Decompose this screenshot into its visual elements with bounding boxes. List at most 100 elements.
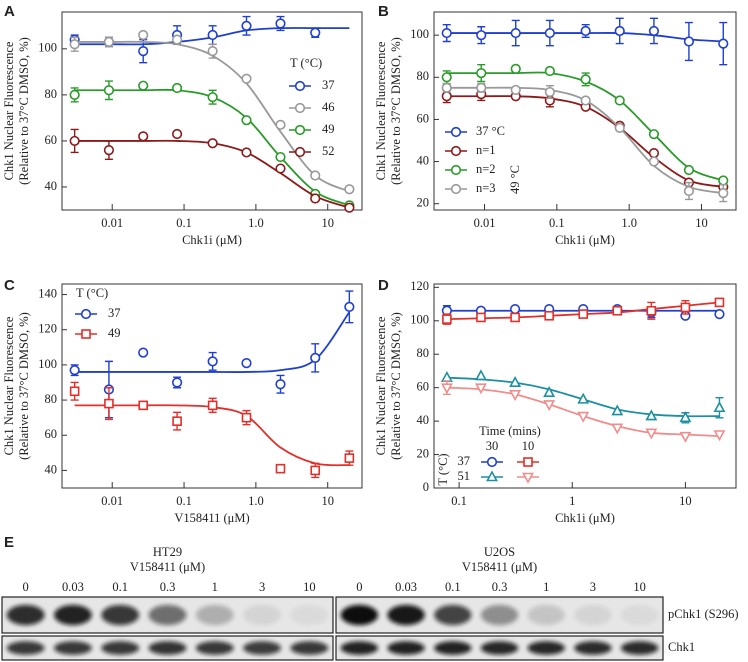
x-tick-label: 0.1 (176, 494, 192, 508)
y-tick-label: 40 (417, 413, 430, 427)
point (679, 431, 692, 443)
point (344, 301, 355, 312)
cell-line: HT29 (153, 545, 182, 559)
plot-frame (433, 283, 737, 489)
point (171, 34, 183, 45)
point (241, 73, 252, 84)
x-axis-label: V158411 (μM) (174, 511, 249, 525)
point (440, 383, 453, 395)
band (387, 641, 425, 655)
point (714, 297, 725, 308)
point (614, 25, 625, 37)
y-axis-label: Chk1 Nuclear Fluorescence (2, 41, 16, 180)
legend-title: T (°C) (76, 286, 108, 300)
y-tick-label: 100 (410, 27, 429, 41)
point (475, 383, 487, 395)
point (310, 170, 321, 181)
panel-label: E (4, 534, 14, 551)
point (645, 409, 658, 421)
band (6, 641, 45, 655)
lane-label: 0.1 (445, 580, 461, 594)
point (580, 74, 591, 85)
y-axis-label: Chk1 Nuclear Fluorescence (374, 316, 388, 455)
band (101, 641, 140, 655)
legend-marker (486, 456, 498, 468)
point (241, 115, 252, 126)
lane-label: 0 (356, 580, 362, 594)
point (275, 119, 286, 130)
x-axis-label: Chk1i (μM) (555, 233, 615, 247)
point (476, 82, 487, 93)
point (441, 27, 452, 39)
point (648, 25, 660, 37)
lane-label: 10 (633, 580, 646, 594)
fit-curve (74, 311, 351, 373)
point (611, 404, 624, 416)
lane-label: 0.3 (160, 580, 176, 594)
row-label: pChk1 (S296) (668, 607, 739, 621)
legend-label: 52 (322, 144, 335, 158)
point (580, 25, 591, 37)
legend-label: 37 °C (476, 124, 505, 138)
x-tick-label: 0.1 (176, 216, 192, 230)
point (680, 302, 691, 313)
x-tick-label: 0.01 (474, 216, 496, 230)
point (510, 312, 520, 323)
point (103, 36, 115, 48)
point (577, 411, 590, 423)
x-tick-label: 1.0 (621, 216, 637, 230)
point (69, 365, 80, 376)
point (103, 85, 115, 96)
point (646, 305, 657, 316)
point (510, 27, 521, 39)
point (344, 184, 355, 195)
legend-marker (294, 146, 306, 158)
band (148, 604, 187, 626)
point (344, 453, 355, 463)
point (207, 356, 218, 367)
point (138, 80, 149, 91)
y-tick-label: 60 (417, 380, 430, 394)
point (138, 131, 149, 142)
point (612, 305, 623, 316)
point (441, 82, 452, 93)
x-tick-label: 1 (569, 494, 575, 508)
x-tick-label: 0.1 (549, 216, 565, 230)
point (171, 82, 183, 94)
point (476, 312, 486, 323)
band (387, 604, 425, 626)
legend-row: 37 (458, 454, 471, 468)
point (275, 379, 286, 390)
legend-marker (450, 126, 462, 138)
point (441, 91, 452, 102)
x-tick-label: 0.01 (101, 216, 123, 230)
point (509, 303, 521, 315)
point (648, 148, 660, 159)
y-axis-label: Chk1 Nuclear Fluorescence (374, 41, 388, 180)
point (476, 30, 487, 41)
legend-marker (450, 183, 462, 195)
point (241, 20, 252, 31)
plot-frame (61, 283, 363, 489)
point (509, 375, 522, 387)
point (69, 135, 80, 147)
lane-label: 0.03 (395, 580, 417, 594)
point (207, 46, 218, 57)
point (614, 122, 625, 133)
lane-label: 3 (590, 580, 596, 594)
legend-marker (522, 472, 534, 484)
legend-marker (523, 457, 533, 467)
band (434, 604, 472, 626)
legend-marker (81, 329, 91, 339)
legend-label: 37 (322, 78, 335, 92)
point (241, 147, 252, 158)
treatment: V158411 (μM) (462, 560, 537, 574)
point (577, 392, 590, 404)
band (290, 604, 329, 626)
panel-label: A (4, 3, 15, 20)
band (574, 604, 612, 626)
plot-frame (61, 11, 363, 211)
point (580, 95, 591, 106)
point (718, 188, 729, 199)
